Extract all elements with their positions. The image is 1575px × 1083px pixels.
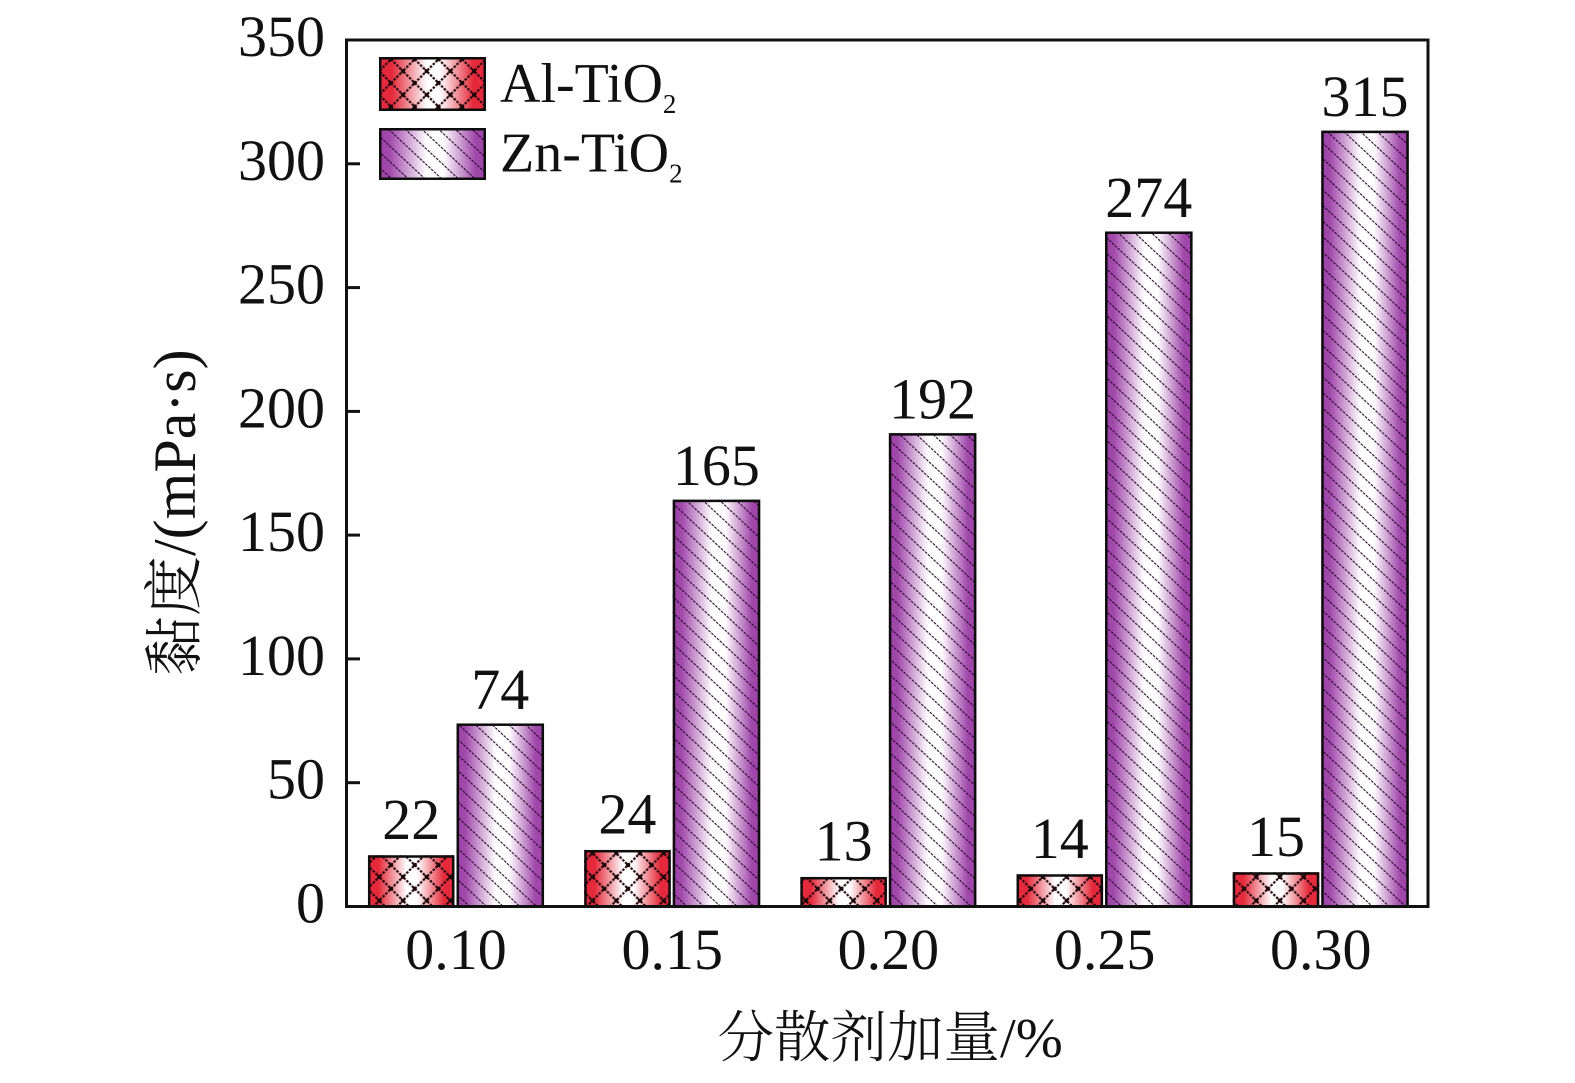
svg-text:0.20: 0.20: [838, 917, 940, 982]
svg-text:50: 50: [267, 747, 325, 812]
svg-text:22: 22: [382, 787, 440, 852]
svg-text:165: 165: [673, 433, 760, 498]
svg-text:315: 315: [1322, 64, 1409, 129]
svg-text:15: 15: [1247, 804, 1305, 869]
svg-text:0: 0: [296, 871, 325, 936]
svg-text:0.10: 0.10: [405, 917, 507, 982]
svg-text:150: 150: [238, 499, 325, 564]
svg-text:14: 14: [1031, 806, 1089, 871]
svg-text:74: 74: [471, 657, 529, 722]
svg-text:13: 13: [815, 809, 873, 874]
svg-text:100: 100: [238, 623, 325, 688]
svg-text:200: 200: [238, 375, 325, 440]
svg-text:0.15: 0.15: [621, 917, 723, 982]
svg-text:Al-TiO2: Al-TiO2: [500, 53, 676, 119]
svg-text:192: 192: [889, 367, 976, 432]
svg-text:/(mPa·s): /(mPa·s): [142, 349, 208, 556]
svg-text:274: 274: [1105, 165, 1192, 230]
svg-text:0.30: 0.30: [1270, 917, 1372, 982]
svg-text:24: 24: [598, 782, 656, 847]
svg-text:250: 250: [238, 252, 325, 317]
svg-text:300: 300: [238, 128, 325, 193]
svg-text:/%: /%: [1000, 1008, 1063, 1070]
svg-text:350: 350: [238, 4, 325, 69]
svg-text:Zn-TiO2: Zn-TiO2: [500, 123, 683, 189]
svg-text:0.25: 0.25: [1054, 917, 1156, 982]
